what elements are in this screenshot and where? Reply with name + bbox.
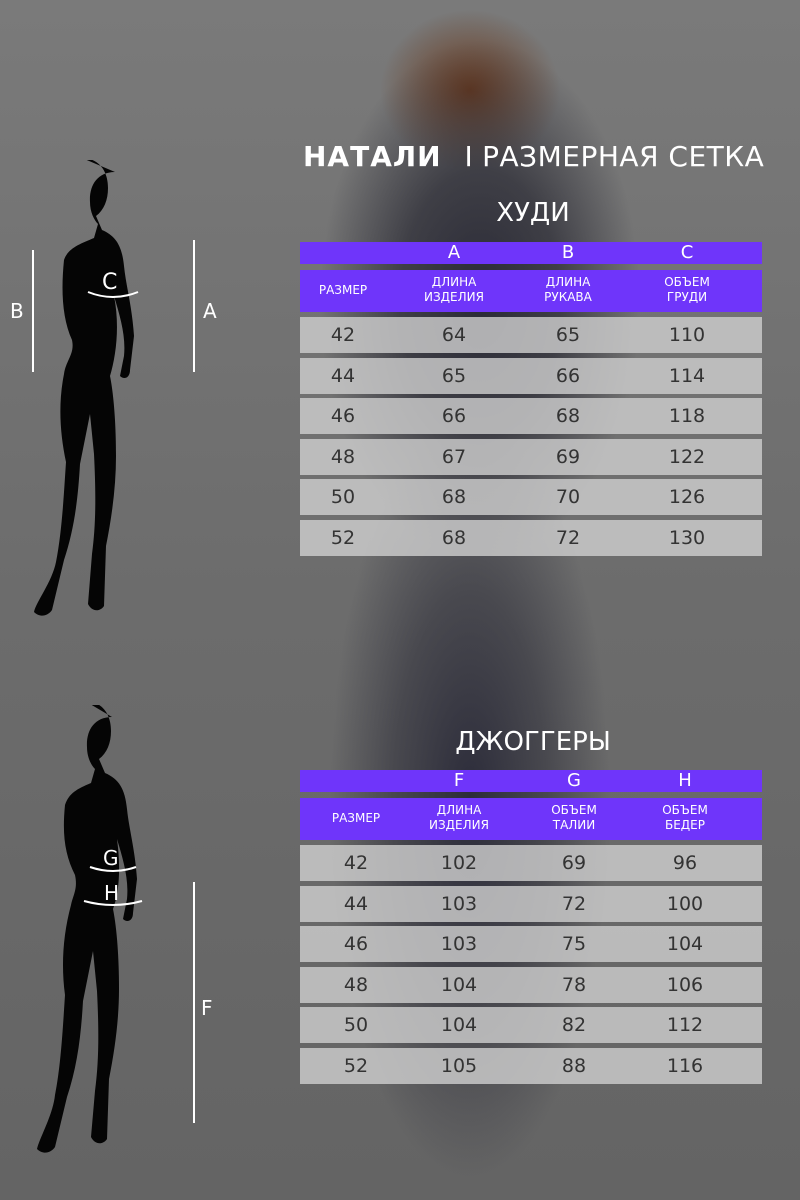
table-cell: 68 — [441, 527, 467, 549]
column-header: ОБЪЕМ ГРУДИ — [664, 275, 710, 304]
table-cell: 42 — [343, 852, 369, 874]
table-cell: 46 — [343, 933, 369, 956]
table-row: 50 68 70 126 — [300, 479, 762, 516]
title-text: РАЗМЕРНАЯ СЕТКА — [482, 140, 765, 173]
table-row: 50 104 82 112 — [300, 1007, 762, 1044]
table-row: 48 67 69 122 — [300, 438, 762, 475]
joggers-figure-silhouette — [37, 705, 195, 1153]
table-cell: 50 — [343, 1014, 369, 1037]
column-header: РАЗМЕР — [318, 283, 368, 297]
table-cell: 88 — [561, 1055, 587, 1077]
hoodie-figure-silhouette — [32, 160, 195, 616]
table-cell: 69 — [555, 445, 581, 468]
table-cell: 67 — [441, 445, 467, 468]
column-letter: F — [453, 770, 465, 791]
table-row: 52 105 88 116 — [300, 1048, 762, 1084]
table-cell: 52 — [343, 1055, 369, 1077]
table-cell: 72 — [561, 892, 587, 915]
column-letter: B — [561, 242, 575, 263]
table-row: 48 104 78 106 — [300, 966, 762, 1003]
column-header: ДЛИНА ИЗДЕЛИЯ — [424, 275, 484, 304]
table-cell: 72 — [555, 527, 581, 549]
table-cell: 48 — [343, 973, 369, 996]
table-cell: 130 — [668, 527, 706, 549]
hoodie-letter-row: A B C — [300, 242, 762, 264]
table-cell: 104 — [440, 973, 478, 996]
table-row: 42 102 69 96 — [300, 845, 762, 881]
brand-name: НАТАЛИ — [303, 140, 442, 173]
label-f: F — [201, 996, 213, 1020]
table-cell: 105 — [440, 1055, 478, 1077]
table-row: 44 65 66 114 — [300, 357, 762, 394]
hoodie-section-title: ХУДИ — [496, 198, 570, 228]
table-row: 44 103 72 100 — [300, 885, 762, 922]
hoodie-header-row: РАЗМЕР ДЛИНА ИЗДЕЛИЯ ДЛИНА РУКАВА ОБЪЕМ ГРУДИ — [300, 270, 762, 312]
table-row: 52 68 72 130 — [300, 520, 762, 556]
column-header: РАЗМЕР — [331, 811, 381, 825]
joggers-header-row: РАЗМЕР ДЛИНА ИЗДЕЛИЯ ОБЪЕМ ТАЛИИ ОБЪЕМ БЕДЕР — [300, 798, 762, 840]
table-cell: 122 — [668, 445, 706, 468]
table-cell: 104 — [440, 1014, 478, 1037]
table-cell: 48 — [330, 445, 356, 468]
table-cell: 78 — [561, 973, 587, 996]
column-letter: A — [447, 242, 461, 263]
table-cell: 82 — [561, 1014, 587, 1037]
table-cell: 66 — [441, 405, 467, 428]
table-cell: 42 — [330, 324, 356, 346]
column-letter: H — [678, 770, 692, 791]
table-cell: 103 — [440, 892, 478, 915]
label-c: C — [102, 270, 118, 295]
label-h: H — [104, 881, 120, 905]
table-cell: 116 — [666, 1055, 704, 1077]
column-header: ДЛИНА ИЗДЕЛИЯ — [429, 803, 489, 832]
table-cell: 64 — [441, 324, 467, 346]
table-cell: 104 — [666, 933, 704, 956]
table-cell: 44 — [343, 892, 369, 915]
table-cell: 126 — [668, 486, 706, 509]
table-row: 46 103 75 104 — [300, 926, 762, 963]
table-cell: 52 — [330, 527, 356, 549]
title-separator: I — [464, 140, 474, 173]
table-cell: 46 — [330, 405, 356, 428]
table-cell: 75 — [561, 933, 587, 956]
table-cell: 50 — [330, 486, 356, 509]
table-cell: 96 — [672, 852, 698, 874]
column-letter: G — [567, 770, 581, 791]
column-letter: C — [680, 242, 694, 263]
joggers-letter-row: F G H — [300, 770, 762, 792]
table-cell: 68 — [555, 405, 581, 428]
table-cell: 118 — [668, 405, 706, 428]
column-header: ДЛИНА РУКАВА — [544, 275, 592, 304]
table-cell: 65 — [441, 364, 467, 387]
table-cell: 100 — [666, 892, 704, 915]
label-b: B — [10, 299, 24, 323]
page-title: НАТАЛИ I РАЗМЕРНАЯ СЕТКА — [303, 140, 764, 173]
table-cell: 106 — [666, 973, 704, 996]
table-cell: 66 — [555, 364, 581, 387]
table-cell: 65 — [555, 324, 581, 346]
table-cell: 103 — [440, 933, 478, 956]
table-cell: 102 — [440, 852, 478, 874]
table-cell: 114 — [668, 364, 706, 387]
table-row: 46 66 68 118 — [300, 398, 762, 435]
table-cell: 68 — [441, 486, 467, 509]
joggers-section-title: ДЖОГГЕРЫ — [455, 727, 611, 757]
column-header: ОБЪЕМ ТАЛИИ — [551, 803, 597, 832]
table-cell: 69 — [561, 852, 587, 874]
column-header: ОБЪЕМ БЕДЕР — [662, 803, 708, 832]
table-cell: 110 — [668, 324, 706, 346]
table-cell: 70 — [555, 486, 581, 509]
label-g: G — [103, 846, 119, 870]
table-cell: 44 — [330, 364, 356, 387]
table-row: 42 64 65 110 — [300, 317, 762, 353]
table-cell: 112 — [666, 1014, 704, 1037]
label-a: A — [203, 299, 217, 323]
